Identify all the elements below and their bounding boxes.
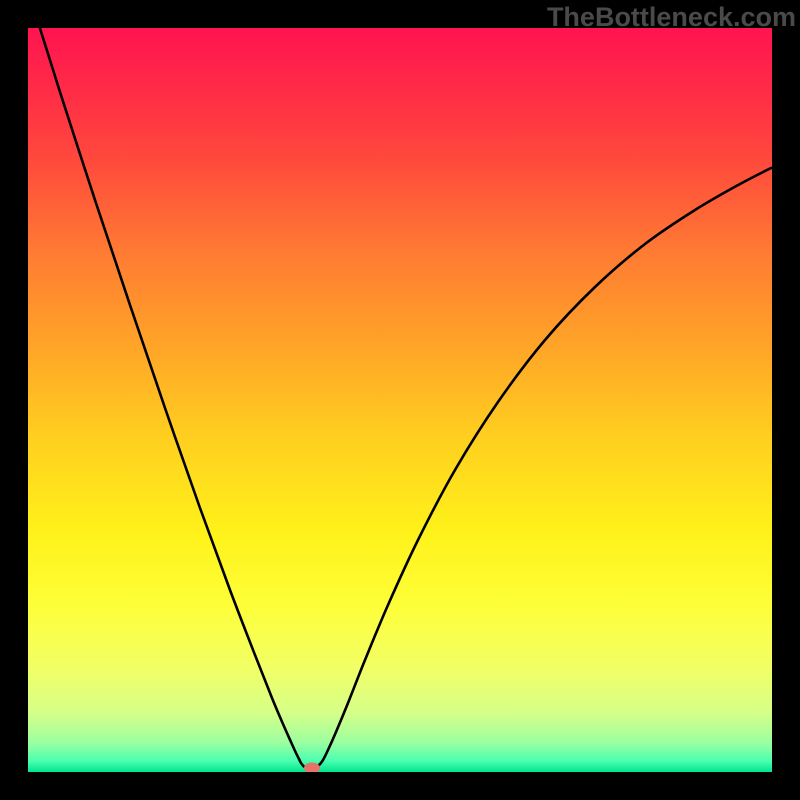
optimal-point-marker bbox=[304, 763, 320, 773]
plot-area bbox=[28, 28, 772, 772]
watermark-text: TheBottleneck.com bbox=[547, 2, 796, 33]
gradient-background bbox=[28, 28, 772, 772]
chart-container: TheBottleneck.com bbox=[0, 0, 800, 800]
